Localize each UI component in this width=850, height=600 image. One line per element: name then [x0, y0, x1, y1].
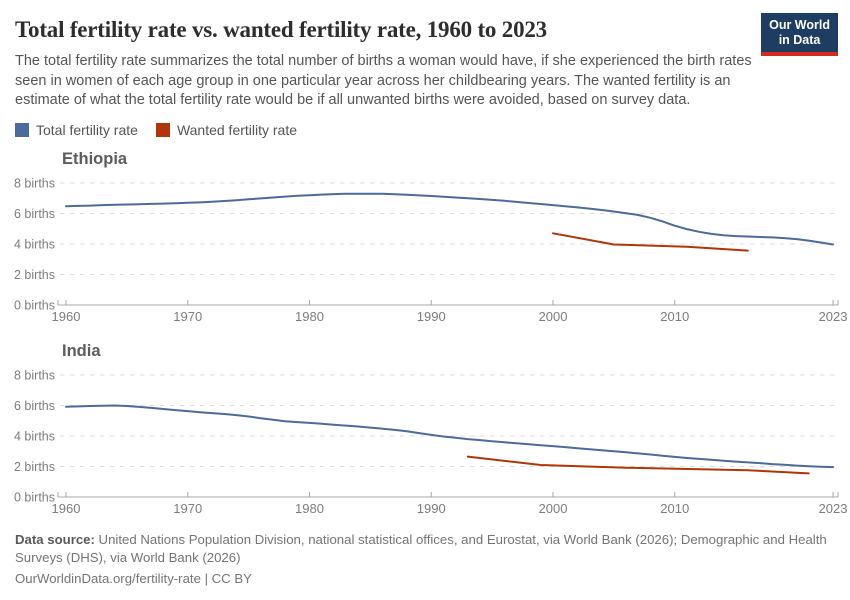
chart-panel-ethiopia: Ethiopia 0 births 2 births 4 births 6 birth… — [0, 149, 850, 326]
svg-text:1980: 1980 — [295, 309, 324, 324]
page-title: Total fertility rate vs. wanted fertilit… — [15, 17, 547, 42]
svg-text:2 births: 2 births — [14, 268, 55, 282]
header: Total fertility rate vs. wanted fertilit… — [0, 0, 850, 111]
svg-text:4 births: 4 births — [14, 237, 55, 251]
svg-text:1960: 1960 — [52, 501, 81, 516]
owid-logo-line1: Our World — [769, 18, 830, 32]
chart-subtitle: The total fertility rate summarizes the … — [15, 53, 752, 108]
svg-text:1960: 1960 — [52, 309, 81, 324]
svg-text:1970: 1970 — [173, 309, 202, 324]
footer-link[interactable]: OurWorldinData.org/fertility-rate | CC B… — [15, 570, 252, 586]
legend-label: Total fertility rate — [36, 121, 138, 138]
svg-text:1990: 1990 — [417, 309, 446, 324]
owid-logo-line2: in Data — [778, 33, 821, 47]
data-source-line: Data source: United Nations Population D… — [15, 531, 835, 567]
svg-text:2010: 2010 — [660, 309, 689, 324]
svg-text:2000: 2000 — [539, 501, 568, 516]
svg-text:6 births: 6 births — [14, 399, 55, 413]
svg-text:2023: 2023 — [819, 309, 848, 324]
svg-text:0 births: 0 births — [14, 298, 55, 312]
svg-text:2 births: 2 births — [14, 460, 55, 474]
owid-logo[interactable]: Our World in Data — [761, 13, 838, 56]
svg-text:8 births: 8 births — [14, 368, 55, 382]
data-source-text: United Nations Population Division, nati… — [15, 531, 827, 565]
legend-item-0[interactable]: Total fertility rate — [15, 122, 138, 138]
legend-swatch — [155, 122, 170, 137]
svg-text:1970: 1970 — [173, 501, 202, 516]
ethiopia-chart[interactable]: 0 births 2 births 4 births 6 births 8 births… — [0, 170, 850, 326]
svg-text:0 births: 0 births — [14, 490, 55, 504]
svg-text:4 births: 4 births — [14, 429, 55, 443]
panel-title-india: India — [62, 341, 101, 360]
footer: Data source: United Nations Population D… — [15, 531, 835, 588]
legend-swatch — [15, 122, 29, 137]
legend: Total fertility rate Wanted fertility rat… — [15, 122, 835, 138]
svg-text:8 births: 8 births — [14, 176, 55, 190]
svg-text:2000: 2000 — [539, 309, 568, 324]
svg-text:6 births: 6 births — [14, 207, 55, 221]
legend-label: Wanted fertility rate — [176, 121, 298, 138]
svg-text:1990: 1990 — [417, 501, 446, 516]
svg-text:2010: 2010 — [660, 501, 689, 516]
svg-text:1980: 1980 — [295, 501, 324, 516]
panel-title-ethiopia: Ethiopia — [62, 149, 128, 168]
chart-panel-india: India 0 births 2 births 4 births 6 births 8 … — [0, 341, 850, 518]
data-source-label: Data source: — [15, 531, 95, 547]
india-chart[interactable]: 0 births 2 births 4 births 6 births 8 births… — [0, 362, 850, 518]
svg-text:2023: 2023 — [819, 501, 848, 516]
legend-item-1[interactable]: Wanted fertility rate — [155, 121, 298, 138]
